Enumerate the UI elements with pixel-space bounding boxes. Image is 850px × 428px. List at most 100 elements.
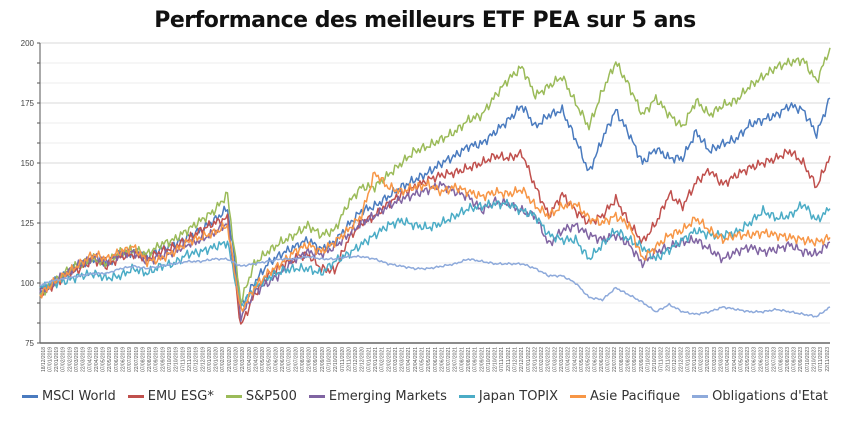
- x-tick-label: 22/04/2020: [253, 347, 259, 372]
- x-tick-label: 22/02/2021: [386, 347, 392, 372]
- x-tick-label: 07/12/2020: [353, 347, 359, 372]
- x-tick-label: 22/10/2019: [174, 347, 180, 372]
- x-tick-label: 07/02/2023: [699, 347, 705, 372]
- x-tick-label: 22/06/2021: [439, 347, 445, 372]
- x-tick-label: 22/08/2020: [307, 347, 313, 372]
- x-tick-label: 07/01/2019: [47, 347, 53, 372]
- y-axis: 75 100 125 150 175 200: [21, 39, 41, 348]
- chart-title: Performance des meilleurs ETF PEA sur 5 …: [154, 8, 696, 33]
- x-tick-label: 22/02/2022: [546, 347, 552, 372]
- x-tick-label: 07/10/2022: [645, 347, 651, 372]
- x-tick-label: 22/06/2023: [758, 347, 764, 372]
- x-tick-label: 07/06/2023: [752, 347, 758, 372]
- series-line-asie-pacifique: [39, 171, 831, 312]
- legend-label: Obligations d'Etat: [712, 389, 829, 404]
- legend-item: EMU ESG*: [127, 389, 214, 404]
- x-tick-label: 07/12/2019: [194, 347, 200, 372]
- legend-swatch: [127, 395, 144, 398]
- x-tick-label: 07/05/2023: [738, 347, 744, 372]
- x-tick-label: 07/04/2021: [406, 347, 412, 372]
- x-tick-label: 07/01/2020: [207, 347, 213, 372]
- x-tick-label: 07/09/2020: [313, 347, 319, 372]
- x-tick-label: 22/01/2022: [532, 347, 538, 372]
- y-tick-label: 75: [25, 339, 34, 348]
- x-tick-label: 22/11/2019: [187, 347, 193, 372]
- x-tick-label: 22/12/2019: [200, 347, 206, 372]
- legend-item: Asie Pacifique: [570, 389, 680, 404]
- x-tick-label: 07/04/2019: [87, 347, 93, 372]
- x-tick-label: 22/05/2020: [267, 347, 273, 372]
- x-tick-label: 22/05/2021: [426, 347, 432, 372]
- legend-item: Emerging Markets: [308, 389, 447, 404]
- x-tick-label: 22/03/2022: [559, 347, 565, 372]
- x-tick-label: 22/02/2019: [67, 347, 73, 372]
- gridlines: [40, 42, 830, 344]
- legend-item: Obligations d'Etat: [692, 389, 828, 404]
- x-tick-label: 07/04/2023: [725, 347, 731, 372]
- x-tick-label: 07/12/2021: [513, 347, 519, 372]
- x-tick-label: 07/01/2022: [526, 347, 532, 372]
- legend-swatch: [692, 395, 709, 398]
- x-tick-label: 22/01/2020: [214, 347, 220, 372]
- x-tick-label: 22/11/2021: [506, 347, 512, 372]
- x-tick-label: 22/06/2019: [121, 347, 127, 372]
- x-tick-label: 22/03/2023: [718, 347, 724, 372]
- x-tick-label: 22/03/2021: [400, 347, 406, 372]
- x-tick-label: 07/05/2020: [260, 347, 266, 372]
- x-tick-label: 22/01/2023: [692, 347, 698, 372]
- legend-item: S&P500: [225, 389, 297, 404]
- x-tick-label: 22/11/2023: [825, 347, 831, 372]
- x-tick-label: 07/08/2019: [140, 347, 146, 372]
- x-tick-label: 07/02/2022: [539, 347, 545, 372]
- x-tick-label: 07/08/2023: [778, 347, 784, 372]
- x-tick-label: 22/12/2021: [519, 347, 525, 372]
- y-tick-label: 150: [21, 159, 35, 168]
- x-tick-label: 07/12/2022: [672, 347, 678, 372]
- legend-label: S&P500: [245, 389, 297, 404]
- x-tick-label: 07/11/2020: [340, 347, 346, 372]
- x-tick-label: 07/08/2021: [459, 347, 465, 372]
- x-tick-label: 07/05/2021: [420, 347, 426, 372]
- legend-label: Asie Pacifique: [590, 389, 681, 404]
- x-tick-label: 07/06/2021: [433, 347, 439, 372]
- x-tick-label: 07/05/2019: [101, 347, 107, 372]
- legend-swatch: [458, 395, 475, 398]
- x-tick-label: 22/04/2021: [413, 347, 419, 372]
- x-tick-label: 22/11/2022: [665, 347, 671, 372]
- x-tick-label: 22/09/2023: [798, 347, 804, 372]
- y-tick-label: 175: [21, 99, 35, 108]
- x-tick-label: 07/02/2020: [220, 347, 226, 372]
- x-tick-label: 07/06/2020: [273, 347, 279, 372]
- x-tick-label: 07/07/2019: [127, 347, 133, 372]
- legend-swatch: [308, 395, 325, 398]
- x-tick-label: 07/10/2023: [805, 347, 811, 372]
- legend-swatch: [21, 395, 38, 398]
- x-tick-label: 22/03/2020: [240, 347, 246, 372]
- x-tick-label: 22/11/2020: [346, 347, 352, 372]
- x-tick-label: 22/01/2021: [373, 347, 379, 372]
- x-tick-label: 22/08/2023: [785, 347, 791, 372]
- x-tick-label: 07/07/2022: [606, 347, 612, 372]
- x-tick-label: 07/06/2019: [114, 347, 120, 372]
- x-tick-label: 22/05/2023: [745, 347, 751, 372]
- x-tick-label: 07/09/2021: [473, 347, 479, 372]
- x-tick-label: 07/10/2021: [486, 347, 492, 372]
- series-lines: [39, 47, 831, 325]
- x-tick-label: 22/06/2022: [599, 347, 605, 372]
- x-axis: 18/12/2018 07/01/2019 22/01/2019 07/02/2019…: [40, 342, 831, 372]
- x-tick-label: 07/08/2022: [619, 347, 625, 372]
- x-tick-label: 07/07/2023: [765, 347, 771, 372]
- x-tick-label: 07/11/2021: [499, 347, 505, 372]
- legend: MSCI World EMU ESG* S&P500 Emerging Markets…: [0, 389, 850, 404]
- x-tick-label: 22/08/2022: [625, 347, 631, 372]
- x-tick-label: 07/10/2020: [326, 347, 332, 372]
- series-line-japan-topix: [39, 198, 831, 308]
- x-tick-label: 22/03/2019: [81, 347, 87, 372]
- x-tick-label: 07/03/2023: [712, 347, 718, 372]
- x-tick-label: 22/08/2021: [466, 347, 472, 372]
- series-line-emerging-markets: [39, 181, 831, 322]
- x-tick-label: 22/10/2020: [333, 347, 339, 372]
- x-tick-label: 22/04/2023: [732, 347, 738, 372]
- x-tick-label: 07/08/2020: [300, 347, 306, 372]
